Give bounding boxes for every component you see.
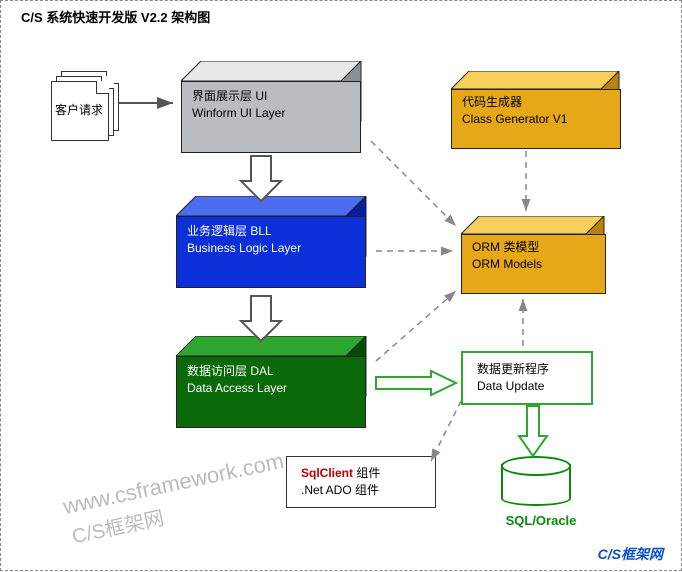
code-gen-line1: 代码生成器: [462, 94, 610, 111]
dal-layer-line1: 数据访问层 DAL: [187, 363, 355, 380]
watermark-url: www.csframework.com: [61, 448, 286, 520]
client-request-label: 客户请求: [51, 101, 107, 118]
diagram-title: C/S 系统快速开发版 V2.2 架构图: [21, 7, 210, 26]
watermark-brand: C/S框架网: [69, 502, 166, 550]
dal-layer-front: 数据访问层 DAL Data Access Layer: [176, 356, 366, 428]
ado-line2: .Net ADO 组件: [301, 482, 421, 499]
ado-line1: SqlClient 组件: [301, 465, 421, 482]
ui-layer-front: 界面展示层 UI Winform UI Layer: [181, 81, 361, 153]
data-update-line1: 数据更新程序: [477, 361, 577, 378]
data-update-box: 数据更新程序 Data Update: [461, 351, 593, 405]
bll-layer-front: 业务逻辑层 BLL Business Logic Layer: [176, 216, 366, 288]
dal-layer-line2: Data Access Layer: [187, 380, 355, 397]
diagram-frame: C/S 系统快速开发版 V2.2 架构图 客户请求: [0, 0, 682, 571]
code-gen-front: 代码生成器 Class Generator V1: [451, 89, 621, 149]
db-cylinder-icon: [501, 456, 571, 511]
ui-layer-line2: Winform UI Layer: [192, 105, 350, 122]
ado-box: SqlClient 组件 .Net ADO 组件: [286, 456, 436, 508]
db-label: SQL/Oracle: [486, 513, 596, 528]
code-gen-line2: Class Generator V1: [462, 111, 610, 128]
orm-front: ORM 类模型 ORM Models: [461, 234, 606, 294]
ui-layer-line1: 界面展示层 UI: [192, 88, 350, 105]
orm-line1: ORM 类模型: [472, 239, 595, 256]
bll-layer-line2: Business Logic Layer: [187, 240, 355, 257]
data-update-line2: Data Update: [477, 378, 577, 395]
footer-brand: C/S框架网: [598, 544, 663, 564]
bll-layer-line1: 业务逻辑层 BLL: [187, 223, 355, 240]
orm-line2: ORM Models: [472, 256, 595, 273]
